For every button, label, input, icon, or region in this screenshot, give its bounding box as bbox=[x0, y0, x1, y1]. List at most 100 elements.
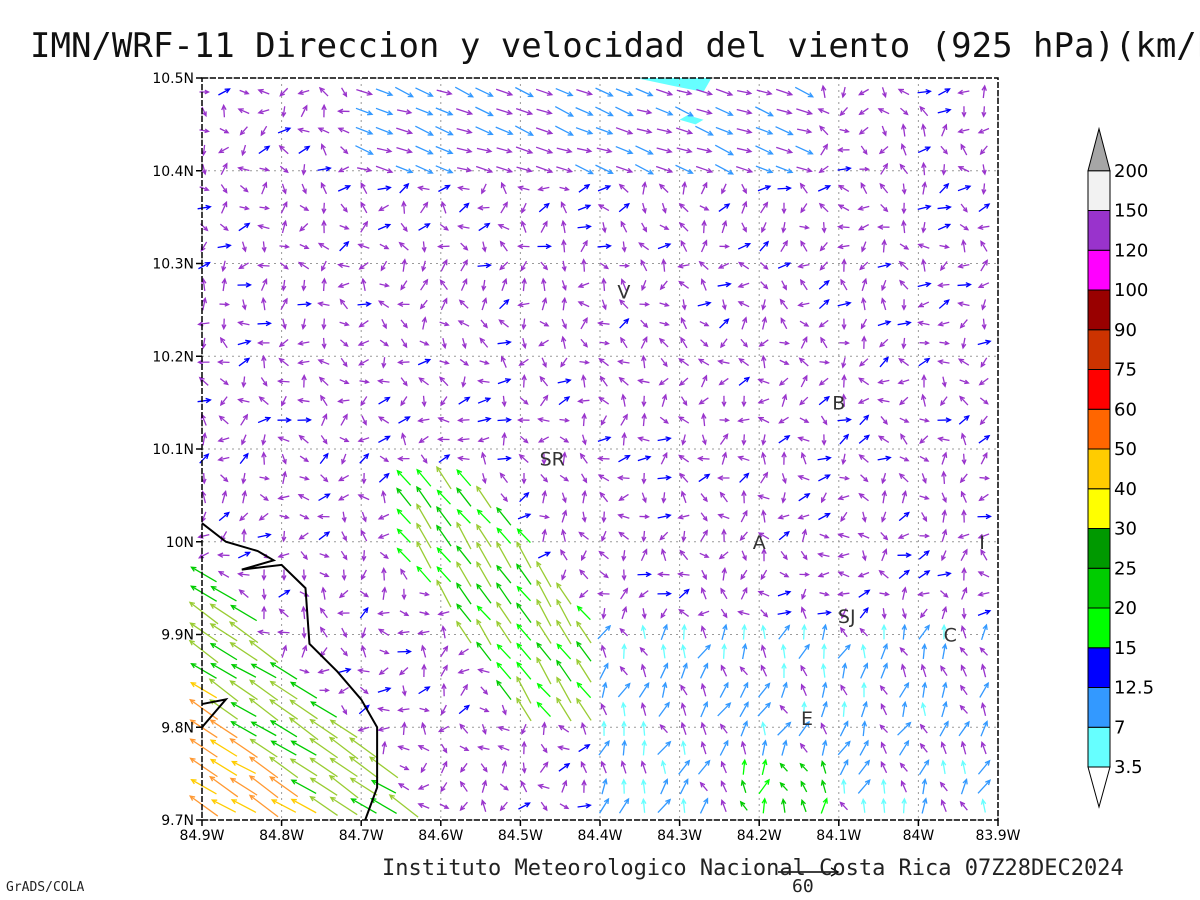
wind-vector-shaft bbox=[199, 129, 209, 133]
wind-vector bbox=[459, 358, 470, 366]
wind-vector bbox=[877, 108, 890, 115]
wind-vector bbox=[977, 282, 990, 288]
wind-vector bbox=[248, 794, 279, 818]
wind-vector-head bbox=[566, 167, 574, 173]
wind-vector-shaft bbox=[561, 318, 567, 329]
wind-vector-head bbox=[305, 417, 312, 423]
wind-vector-head bbox=[269, 776, 276, 782]
wind-vector bbox=[661, 681, 668, 698]
wind-vector bbox=[778, 435, 791, 444]
wind-vector-head bbox=[417, 745, 424, 751]
wind-vector bbox=[581, 550, 587, 562]
footer-text: Instituto Meteorologico Nacional Costa R… bbox=[382, 856, 1124, 881]
wind-vector-head bbox=[546, 148, 554, 154]
wind-vector bbox=[457, 436, 470, 443]
wind-vector-head bbox=[458, 299, 465, 306]
wind-vector-shaft bbox=[249, 679, 279, 701]
wind-vector-shaft bbox=[459, 203, 469, 213]
wind-vector-shaft bbox=[837, 644, 851, 659]
wind-vector bbox=[779, 762, 788, 772]
wind-vector bbox=[777, 609, 792, 616]
wind-vector bbox=[420, 762, 428, 774]
colorbar-tick-label: 150 bbox=[1114, 201, 1148, 222]
wind-vector bbox=[977, 513, 992, 520]
wind-vector-head bbox=[396, 469, 403, 476]
wind-vector-shaft bbox=[271, 799, 297, 813]
wind-vector bbox=[539, 394, 549, 407]
wind-vector-head bbox=[556, 598, 562, 606]
wind-vector-shaft bbox=[282, 530, 286, 541]
wind-vector bbox=[898, 511, 910, 522]
wind-vector-shaft bbox=[554, 105, 574, 117]
wind-vector-shaft bbox=[561, 280, 567, 290]
wind-vector bbox=[481, 279, 487, 292]
wind-vector bbox=[635, 145, 654, 155]
wind-vector bbox=[556, 582, 572, 605]
wind-vector-shaft bbox=[231, 721, 257, 737]
wind-vector bbox=[880, 760, 888, 774]
wind-vector bbox=[436, 579, 452, 608]
wind-vector bbox=[208, 775, 239, 798]
wind-vector bbox=[980, 701, 987, 716]
wind-vector bbox=[881, 511, 887, 523]
wind-vector bbox=[560, 549, 568, 561]
wind-vector-shaft bbox=[459, 745, 469, 751]
wind-vector-head bbox=[366, 110, 374, 116]
wind-vector bbox=[281, 219, 288, 234]
wind-vector bbox=[357, 668, 370, 674]
wind-vector bbox=[757, 590, 770, 597]
wind-vector-shaft bbox=[634, 164, 654, 175]
wind-vector bbox=[397, 745, 410, 751]
wind-vector bbox=[861, 550, 867, 562]
wind-vector bbox=[521, 337, 527, 350]
wind-vector-head bbox=[228, 621, 236, 627]
wind-vector-shaft bbox=[242, 491, 246, 504]
wind-vector-shaft bbox=[340, 203, 348, 212]
wind-vector bbox=[536, 108, 553, 115]
wind-vector bbox=[980, 357, 988, 368]
wind-vector bbox=[837, 591, 850, 597]
wind-vector bbox=[721, 183, 727, 195]
wind-vector bbox=[977, 591, 990, 597]
wind-vector-head bbox=[209, 719, 216, 725]
wind-vector bbox=[937, 282, 950, 288]
wind-vector-shaft bbox=[419, 611, 429, 615]
wind-vector bbox=[680, 662, 688, 679]
wind-vector-shaft bbox=[378, 380, 390, 383]
wind-vector-shaft bbox=[478, 669, 490, 673]
wind-vector bbox=[375, 165, 394, 174]
wind-vector bbox=[917, 204, 932, 210]
wind-vector-shaft bbox=[279, 608, 289, 618]
wind-vector-head bbox=[229, 738, 236, 744]
wind-vector bbox=[680, 316, 688, 330]
wind-vector-head bbox=[485, 262, 492, 269]
wind-vector bbox=[398, 667, 409, 676]
wind-vector bbox=[821, 434, 827, 446]
wind-vector-shaft bbox=[358, 340, 370, 346]
wind-vector bbox=[309, 795, 338, 816]
wind-vector-head bbox=[544, 514, 550, 520]
colorbar-tick-label: 60 bbox=[1114, 399, 1137, 420]
wind-vector bbox=[840, 684, 848, 696]
wind-vector-head bbox=[444, 184, 451, 190]
wind-vector-shaft bbox=[459, 724, 469, 734]
wind-vector bbox=[580, 721, 587, 735]
wind-vector bbox=[676, 89, 693, 96]
wind-vector bbox=[800, 798, 807, 813]
wind-vector bbox=[680, 740, 687, 755]
wind-vector bbox=[419, 340, 430, 346]
wind-vector bbox=[420, 644, 427, 658]
wind-vector-head bbox=[417, 803, 424, 809]
wind-vector-shaft bbox=[322, 278, 326, 292]
wind-vector bbox=[536, 620, 552, 644]
wind-vector bbox=[481, 241, 487, 253]
wind-vector-head bbox=[248, 775, 255, 781]
wind-vector-head bbox=[261, 246, 267, 253]
wind-vector-head bbox=[301, 169, 307, 176]
wind-vector-head bbox=[424, 611, 430, 616]
wind-vector bbox=[259, 205, 270, 211]
wind-vector-head bbox=[536, 598, 542, 606]
wind-vector-shaft bbox=[359, 453, 369, 464]
wind-vector bbox=[857, 532, 870, 539]
wind-vector bbox=[781, 473, 787, 485]
